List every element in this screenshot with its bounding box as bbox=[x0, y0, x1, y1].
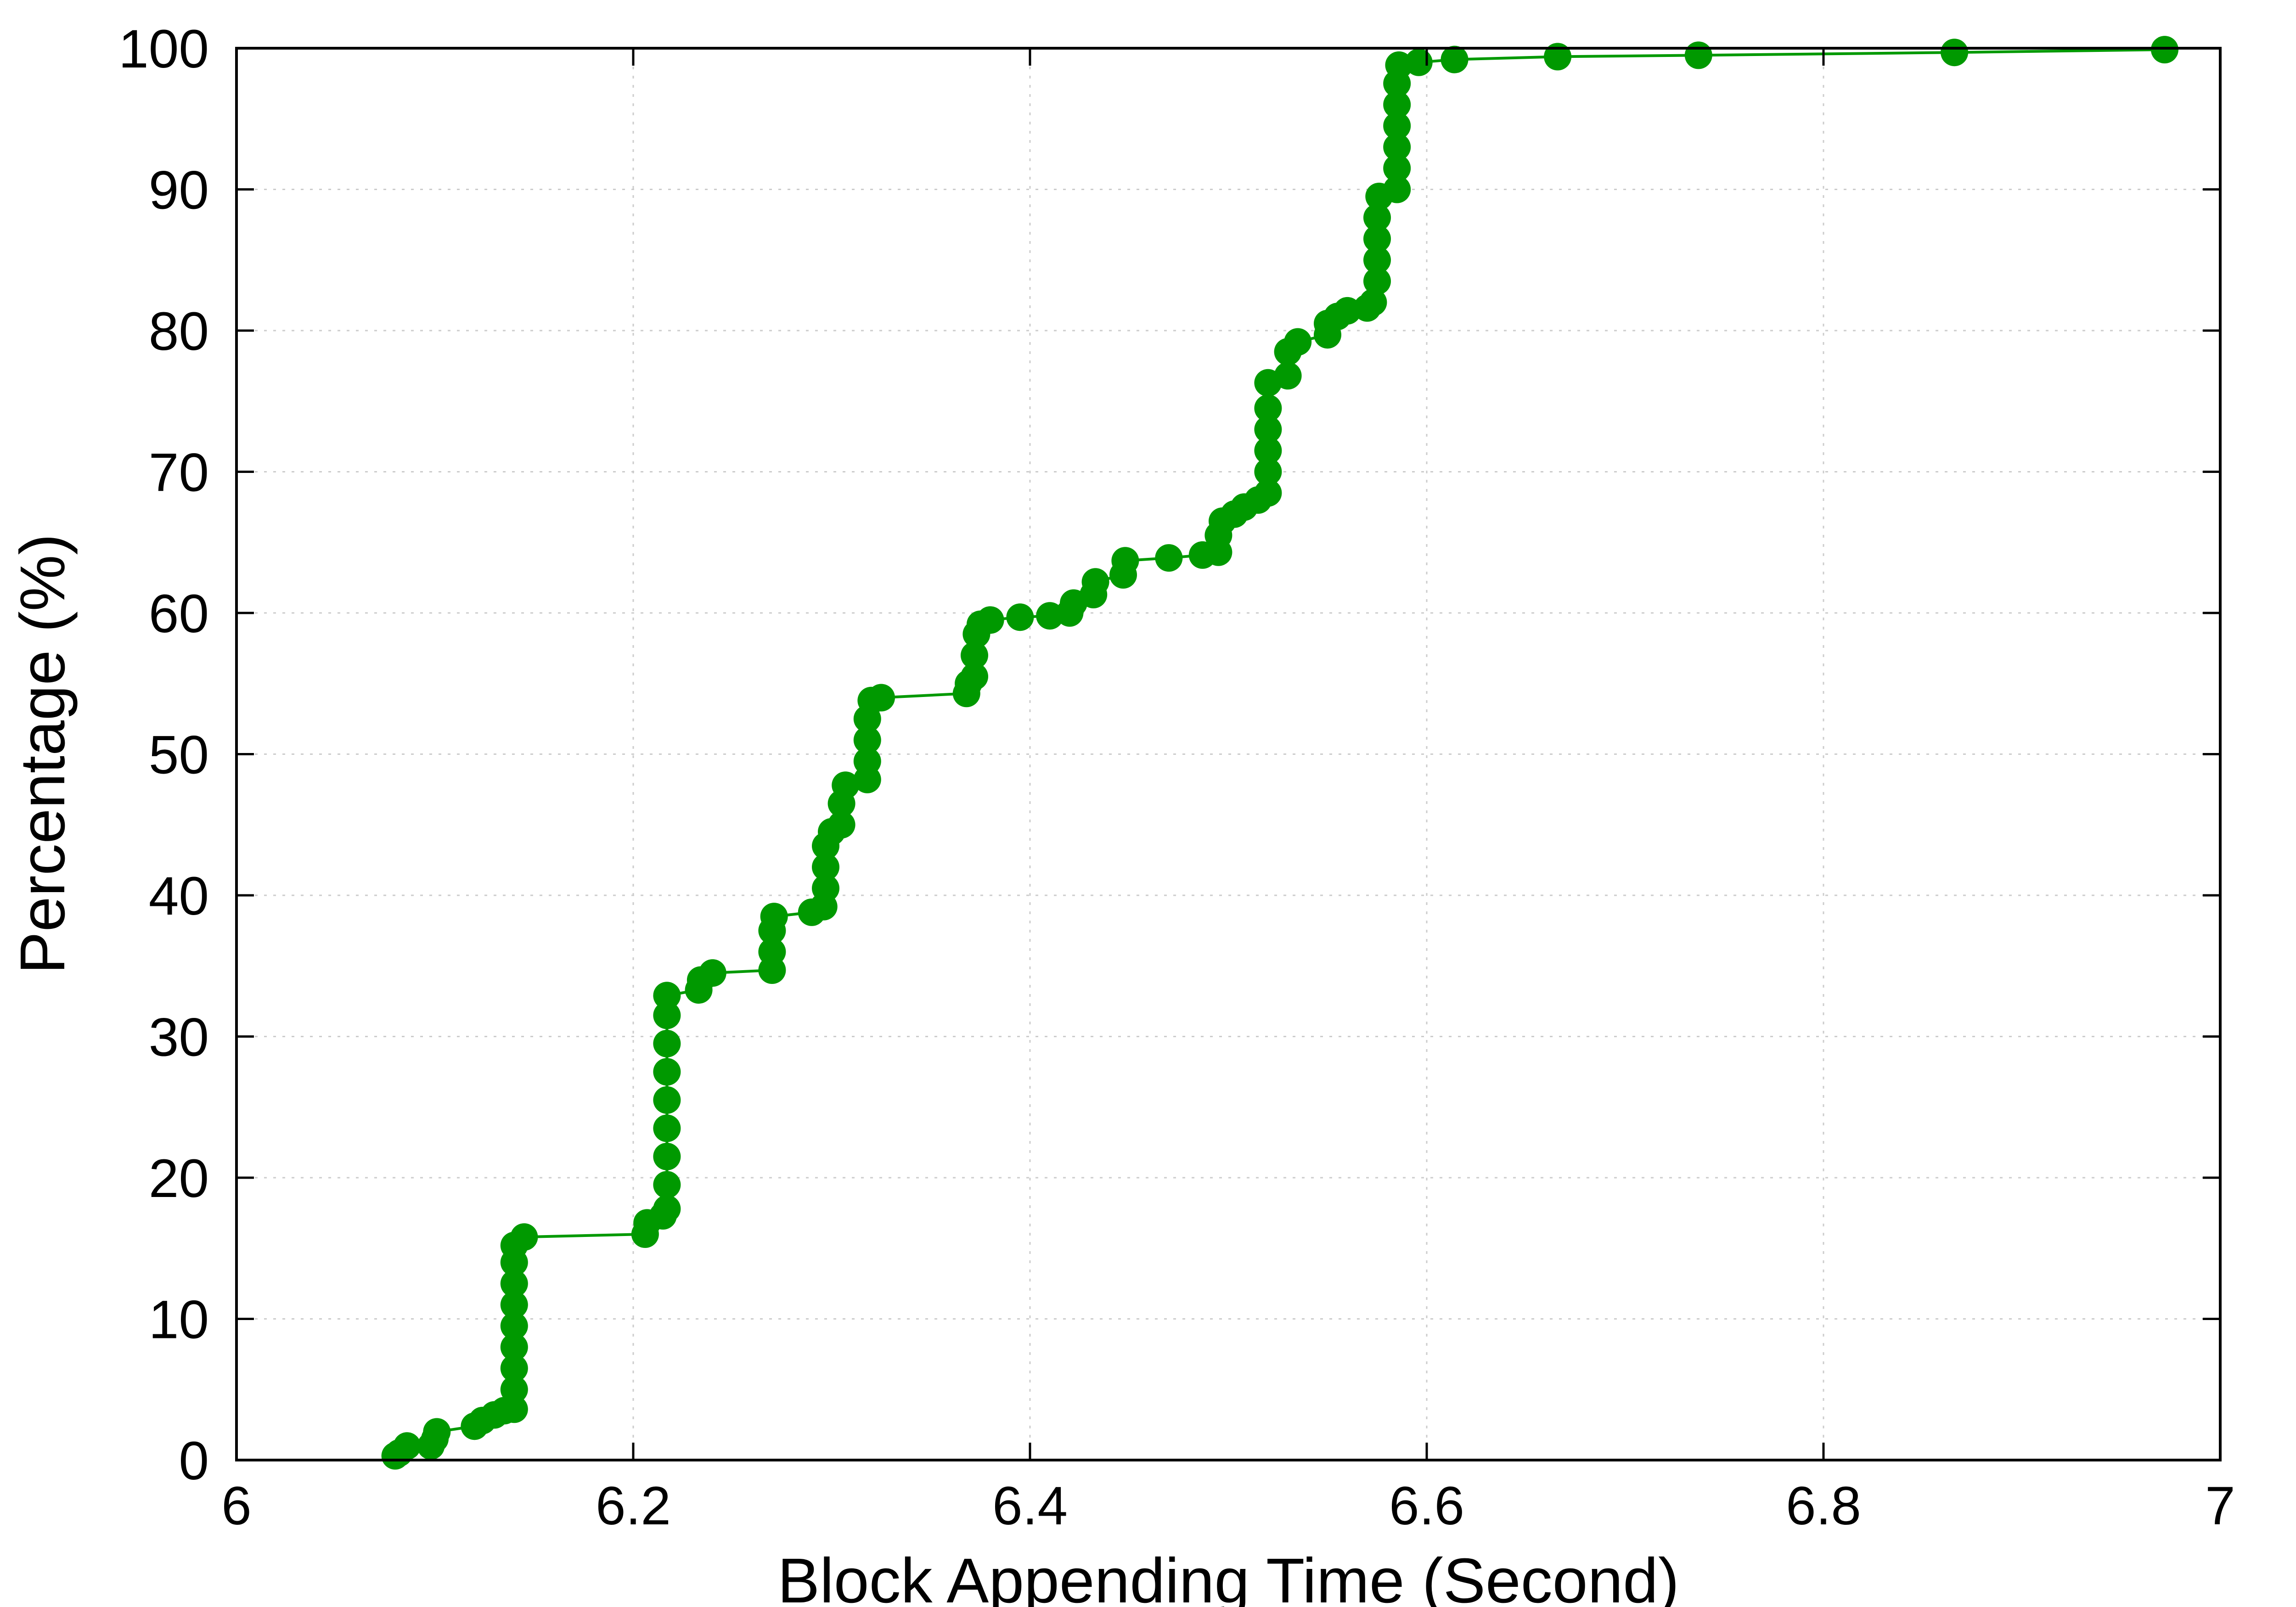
x-tick-label: 6.6 bbox=[1389, 1476, 1464, 1536]
data-point bbox=[961, 641, 988, 669]
grid-layer bbox=[236, 48, 2220, 1460]
data-point bbox=[1363, 225, 1391, 253]
y-tick-label: 10 bbox=[149, 1290, 209, 1350]
data-point bbox=[1274, 362, 1302, 390]
data-point bbox=[393, 1432, 421, 1460]
x-tick-label: 7 bbox=[2205, 1476, 2235, 1536]
data-point bbox=[1544, 43, 1572, 71]
y-tick-label: 50 bbox=[149, 725, 209, 786]
data-point bbox=[853, 726, 881, 754]
data-point bbox=[812, 853, 839, 881]
y-tick-label: 40 bbox=[149, 866, 209, 927]
data-point bbox=[1383, 112, 1411, 140]
x-tick-label: 6.2 bbox=[596, 1476, 671, 1536]
data-point bbox=[423, 1418, 451, 1446]
y-tick-label: 30 bbox=[149, 1007, 209, 1068]
data-point bbox=[653, 1114, 681, 1142]
data-point bbox=[698, 959, 726, 987]
data-point bbox=[1006, 603, 1034, 631]
y-tick-label: 60 bbox=[149, 584, 209, 644]
data-point bbox=[832, 771, 860, 799]
data-point bbox=[1254, 394, 1282, 422]
data-point bbox=[1405, 48, 1433, 76]
data-point bbox=[812, 874, 839, 902]
y-tick-label: 70 bbox=[149, 443, 209, 503]
data-point bbox=[1383, 175, 1411, 203]
data-point bbox=[976, 606, 1004, 634]
data-point bbox=[1254, 437, 1282, 465]
data-point bbox=[1363, 246, 1391, 274]
series-line bbox=[394, 48, 2165, 1457]
data-point bbox=[1363, 204, 1391, 231]
data-point bbox=[653, 1142, 681, 1170]
y-tick-label: 0 bbox=[179, 1431, 209, 1491]
data-point bbox=[1684, 41, 1712, 69]
data-point bbox=[1363, 267, 1391, 295]
data-point bbox=[1383, 133, 1411, 161]
tick-layer bbox=[235, 47, 2222, 1461]
y-tick-label: 100 bbox=[118, 19, 209, 79]
data-point bbox=[758, 938, 786, 966]
y-axis-title: Percentage (%) bbox=[7, 534, 78, 974]
data-point bbox=[653, 1058, 681, 1086]
data-point bbox=[1155, 544, 1183, 572]
y-tick-label: 80 bbox=[149, 301, 209, 362]
data-point bbox=[827, 811, 855, 839]
data-point bbox=[1254, 458, 1282, 486]
data-point bbox=[1941, 39, 1969, 67]
data-point bbox=[853, 747, 881, 775]
x-tick-label: 6 bbox=[221, 1476, 252, 1536]
x-tick-label: 6.8 bbox=[1786, 1476, 1861, 1536]
data-point bbox=[653, 1171, 681, 1199]
data-point bbox=[500, 1312, 528, 1340]
y-tick-label: 90 bbox=[149, 160, 209, 221]
data-point bbox=[1383, 91, 1411, 118]
data-point bbox=[1441, 45, 1469, 73]
data-point bbox=[653, 1086, 681, 1114]
data-point bbox=[760, 903, 788, 931]
data-point bbox=[653, 1195, 681, 1223]
data-point bbox=[510, 1223, 538, 1251]
data-point bbox=[1111, 547, 1139, 575]
data-point bbox=[500, 1291, 528, 1319]
data-point bbox=[500, 1376, 528, 1404]
data-point bbox=[1383, 154, 1411, 182]
data-point bbox=[500, 1395, 528, 1423]
data-point bbox=[1359, 288, 1387, 316]
x-axis-title: Block Appending Time (Second) bbox=[777, 1545, 1679, 1607]
x-tick-label: 6.4 bbox=[992, 1476, 1068, 1536]
data-point bbox=[961, 663, 988, 691]
data-point bbox=[1254, 479, 1282, 507]
data-point bbox=[500, 1354, 528, 1382]
data-point bbox=[500, 1333, 528, 1361]
data-point bbox=[1254, 416, 1282, 444]
data-point bbox=[2151, 36, 2178, 64]
y-tick-label: 20 bbox=[149, 1148, 209, 1209]
data-point bbox=[653, 1001, 681, 1029]
data-point bbox=[653, 1029, 681, 1057]
data-point bbox=[1081, 568, 1109, 596]
series-layer bbox=[381, 36, 2178, 1470]
data-point bbox=[653, 982, 681, 1010]
data-point bbox=[500, 1270, 528, 1298]
data-point bbox=[1284, 328, 1312, 356]
data-point bbox=[867, 684, 895, 712]
